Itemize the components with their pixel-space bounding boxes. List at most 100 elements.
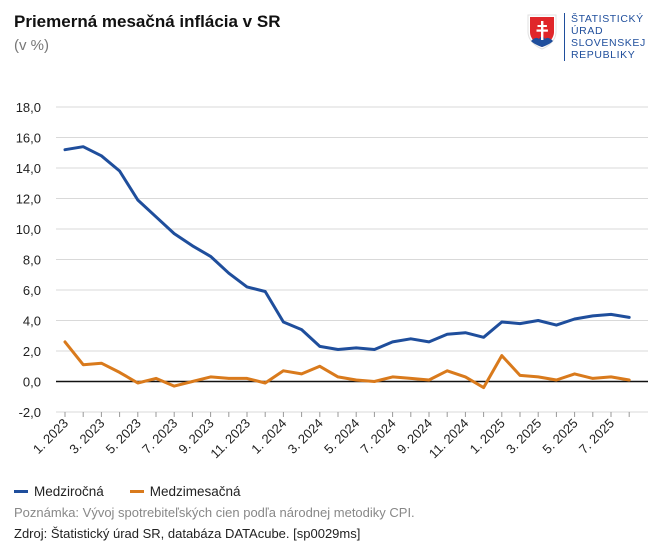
data-point-mom[interactable]: [245, 377, 249, 380]
x-tick-label: 5. 2024: [321, 416, 362, 457]
data-point-yoy[interactable]: [154, 215, 158, 218]
data-point-mom[interactable]: [591, 377, 594, 380]
data-point-yoy[interactable]: [464, 331, 467, 334]
legend-swatch-mom: [129, 490, 144, 493]
data-point-mom[interactable]: [282, 369, 285, 373]
data-point-yoy[interactable]: [409, 337, 412, 340]
data-point-mom[interactable]: [82, 363, 85, 366]
y-tick-label: 10,0: [16, 222, 41, 237]
data-point-yoy[interactable]: [537, 319, 540, 322]
data-point-mom[interactable]: [318, 365, 321, 368]
data-point-yoy[interactable]: [209, 255, 212, 258]
data-point-mom[interactable]: [227, 377, 230, 380]
data-point-yoy[interactable]: [227, 272, 230, 275]
data-point-mom[interactable]: [391, 375, 394, 379]
y-axis: -2,0 0,0 2,0 4,0 6,0 8,0 10,0 12,0 14,0 16,0 18,0: [16, 100, 41, 420]
data-point-yoy[interactable]: [82, 145, 85, 148]
data-point-mom[interactable]: [500, 354, 503, 357]
data-point-yoy[interactable]: [191, 244, 194, 247]
x-tick-label: 5. 2025: [539, 416, 580, 457]
data-point-mom[interactable]: [537, 375, 540, 379]
footnote: Poznámka: Vývoj spotrebiteľských cien po…: [14, 505, 415, 520]
data-point-yoy[interactable]: [573, 317, 576, 321]
data-point-mom[interactable]: [100, 362, 103, 365]
x-tick-label: 1. 2025: [467, 416, 508, 457]
data-point-mom[interactable]: [555, 378, 558, 382]
data-point-yoy[interactable]: [373, 348, 376, 351]
data-point-mom[interactable]: [446, 369, 449, 373]
logo-divider: [564, 13, 565, 61]
x-tick-label: 5. 2023: [103, 416, 144, 457]
x-tick-label: 1. 2024: [248, 416, 289, 457]
data-point-mom[interactable]: [373, 380, 376, 383]
y-tick-label: 18,0: [16, 100, 41, 115]
x-tick-label: 3. 2025: [503, 416, 544, 457]
data-point-yoy[interactable]: [136, 198, 139, 202]
data-point-mom[interactable]: [209, 375, 212, 379]
data-point-yoy[interactable]: [300, 328, 303, 331]
y-tick-label: 2,0: [23, 344, 41, 359]
data-point-mom[interactable]: [118, 371, 121, 374]
data-point-mom[interactable]: [336, 375, 340, 379]
data-point-mom[interactable]: [264, 381, 267, 385]
x-tick-label: 7. 2023: [139, 416, 180, 457]
source-note: Zdroj: Štatistický úrad SR, databáza DAT…: [14, 526, 361, 541]
series-line-mom[interactable]: [63, 340, 631, 390]
line-chart: -2,00,02,04,06,08,010,012,014,016,018,0 …: [16, 100, 648, 462]
series-line-yoy[interactable]: [63, 145, 631, 351]
data-point-yoy[interactable]: [264, 290, 267, 293]
data-point-mom[interactable]: [609, 375, 613, 379]
data-point-mom[interactable]: [63, 340, 67, 344]
y-tick-label: 6,0: [23, 283, 41, 298]
y-tick-label: 16,0: [16, 131, 41, 146]
data-point-yoy[interactable]: [282, 320, 285, 324]
statistical-office-logo[interactable]: ŠTATISTICKÝ ÚRAD SLOVENSKEJ REPUBLIKY: [527, 13, 657, 65]
legend-item-yoy[interactable]: Medziročná: [14, 484, 104, 499]
data-point-mom[interactable]: [628, 378, 631, 382]
data-point-yoy[interactable]: [555, 323, 558, 327]
data-point-yoy[interactable]: [63, 148, 67, 151]
x-tick-label: 3. 2024: [285, 416, 326, 457]
data-point-yoy[interactable]: [446, 333, 449, 336]
data-point-yoy[interactable]: [427, 340, 431, 344]
legend-item-mom[interactable]: Medzimesačná: [129, 484, 241, 499]
data-point-mom[interactable]: [136, 381, 139, 385]
data-point-yoy[interactable]: [609, 313, 613, 316]
data-point-yoy[interactable]: [173, 232, 176, 235]
data-point-mom[interactable]: [518, 374, 522, 377]
data-point-mom[interactable]: [173, 384, 176, 388]
data-point-yoy[interactable]: [391, 340, 394, 344]
data-point-yoy[interactable]: [100, 154, 103, 157]
y-tick-label: 12,0: [16, 192, 41, 207]
series: [63, 145, 631, 390]
logo-text: ŠTATISTICKÝ ÚRAD SLOVENSKEJ REPUBLIKY: [571, 13, 646, 61]
x-tick-label: 7. 2024: [357, 416, 398, 457]
logo-line-2: ÚRAD: [571, 25, 604, 37]
data-point-mom[interactable]: [427, 378, 431, 382]
data-point-yoy[interactable]: [500, 320, 503, 324]
data-point-mom[interactable]: [355, 378, 358, 382]
data-point-mom[interactable]: [154, 377, 158, 380]
data-point-yoy[interactable]: [355, 346, 358, 350]
data-point-yoy[interactable]: [336, 348, 340, 351]
data-point-mom[interactable]: [482, 386, 485, 389]
data-point-mom[interactable]: [573, 372, 576, 376]
chart-title: Priemerná mesačná inflácia v SR: [14, 12, 281, 31]
data-point-mom[interactable]: [191, 380, 194, 383]
y-tick-label: -2,0: [19, 405, 41, 420]
x-tick-label: 11. 2023: [207, 416, 253, 462]
data-point-yoy[interactable]: [118, 169, 121, 173]
data-point-mom[interactable]: [464, 375, 467, 379]
data-point-yoy[interactable]: [518, 322, 522, 325]
data-point-yoy[interactable]: [482, 336, 485, 339]
data-point-yoy[interactable]: [591, 314, 594, 318]
data-point-yoy[interactable]: [245, 285, 249, 289]
data-point-mom[interactable]: [300, 372, 303, 376]
data-point-yoy[interactable]: [318, 345, 321, 348]
data-point-yoy[interactable]: [628, 316, 631, 319]
data-point-mom[interactable]: [409, 377, 412, 380]
logo-line-4: REPUBLIKY: [571, 49, 636, 61]
y-tick-label: 14,0: [16, 161, 41, 176]
chart-subtitle: (v %): [14, 37, 49, 54]
y-tick-label: 4,0: [23, 314, 41, 329]
